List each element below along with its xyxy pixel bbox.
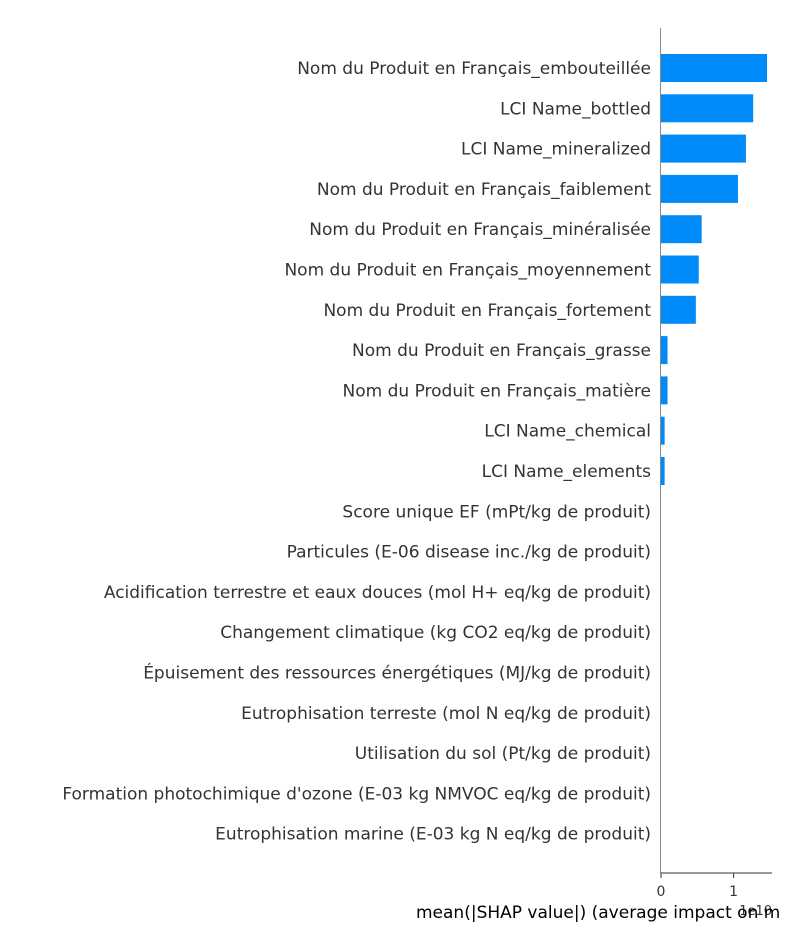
feature-label: Nom du Produit en Français_fortement bbox=[323, 301, 651, 321]
feature-label: Changement climatique (kg CO2 eq/kg de p… bbox=[220, 623, 651, 643]
feature-label: Nom du Produit en Français_moyennement bbox=[284, 261, 651, 281]
bar bbox=[661, 54, 767, 82]
feature-label: Eutrophisation marine (E-03 kg N eq/kg d… bbox=[215, 825, 651, 845]
bar bbox=[661, 376, 668, 405]
x-axis-label: mean(|SHAP value|) (average impact on m bbox=[416, 903, 780, 923]
feature-label: Eutrophisation terreste (mol N eq/kg de … bbox=[241, 704, 651, 724]
feature-label: Nom du Produit en Français_embouteillée bbox=[297, 59, 651, 79]
feature-label: Nom du Produit en Français_matière bbox=[343, 381, 651, 401]
x-axis-offset-text: 1e10 bbox=[739, 904, 772, 919]
feature-label: Formation photochimique d'ozone (E-03 kg… bbox=[62, 784, 651, 804]
x-tick-label: 1 bbox=[729, 884, 738, 900]
bar bbox=[661, 336, 668, 365]
bar bbox=[661, 94, 754, 123]
feature-labels: Nom du Produit en Français_embouteillée L… bbox=[62, 59, 651, 845]
bar bbox=[661, 134, 746, 163]
feature-label: LCI Name_elements bbox=[482, 462, 652, 482]
feature-label: Score unique EF (mPt/kg de produit) bbox=[342, 502, 651, 522]
feature-label: LCI Name_chemical bbox=[484, 422, 651, 442]
bar-group bbox=[661, 54, 767, 485]
feature-label: LCI Name_bottled bbox=[500, 99, 651, 119]
feature-label: Nom du Produit en Français_grasse bbox=[352, 341, 651, 361]
bar bbox=[661, 416, 665, 445]
bar bbox=[661, 457, 665, 485]
bar bbox=[661, 255, 699, 284]
feature-label: Utilisation du sol (Pt/kg de produit) bbox=[355, 744, 651, 764]
feature-label: Acidification terrestre et eaux douces (… bbox=[104, 583, 651, 603]
bar bbox=[661, 215, 702, 244]
x-tick-label: 0 bbox=[657, 884, 666, 900]
bar bbox=[661, 295, 696, 324]
feature-label: Particules (E-06 disease inc./kg de prod… bbox=[287, 543, 651, 563]
feature-label: Nom du Produit en Français_faiblement bbox=[317, 180, 651, 200]
feature-label: Nom du Produit en Français_minéralisée bbox=[309, 220, 651, 240]
feature-label: LCI Name_mineralized bbox=[461, 140, 651, 160]
bar bbox=[661, 174, 738, 203]
feature-label: Épuisement des ressources énergétiques (… bbox=[143, 662, 651, 684]
